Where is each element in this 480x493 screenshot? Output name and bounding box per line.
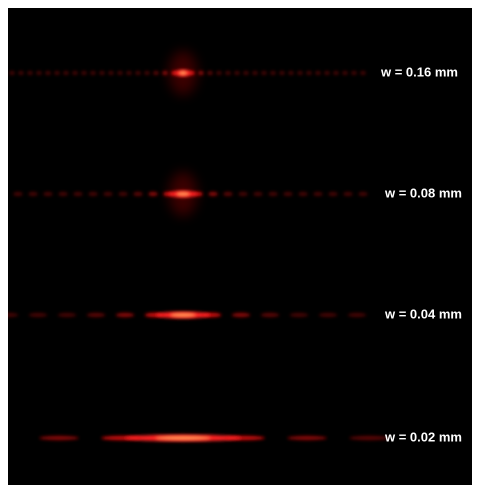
side-fringe (162, 70, 168, 76)
side-fringe (288, 70, 294, 76)
side-fringe (28, 312, 48, 318)
side-fringe (36, 70, 42, 76)
side-fringe (88, 191, 98, 197)
side-fringe (328, 191, 338, 197)
side-fringe (73, 191, 83, 197)
side-fringe (306, 70, 312, 76)
side-fringe (18, 70, 24, 76)
side-fringe (234, 70, 240, 76)
side-fringe (343, 191, 353, 197)
side-fringe (270, 70, 276, 76)
side-fringe (216, 70, 222, 76)
side-fringe (39, 435, 79, 441)
side-fringe (223, 191, 233, 197)
side-fringe (253, 191, 263, 197)
side-fringe (297, 70, 303, 76)
side-fringe (279, 70, 285, 76)
side-fringe (8, 312, 19, 318)
side-fringe (347, 312, 367, 318)
side-fringe (358, 191, 368, 197)
slit-width-label: w = 0.08 mm (384, 185, 462, 200)
side-fringe (27, 70, 33, 76)
side-fringe (349, 435, 389, 441)
side-fringe (133, 191, 143, 197)
side-fringe (225, 70, 231, 76)
side-fringe (90, 70, 96, 76)
central-core (155, 436, 211, 440)
side-fringe (99, 70, 105, 76)
side-fringe (45, 70, 51, 76)
side-fringe (72, 70, 78, 76)
slit-width-label: w = 0.02 mm (384, 429, 462, 444)
side-fringe (118, 191, 128, 197)
side-fringe (243, 70, 249, 76)
side-fringe (13, 191, 23, 197)
side-fringe (28, 191, 38, 197)
side-fringe (351, 70, 357, 76)
side-fringe (252, 70, 258, 76)
side-fringe (57, 312, 77, 318)
side-fringe (208, 191, 218, 197)
side-fringe (289, 312, 309, 318)
dark-background (8, 8, 472, 485)
side-fringe (333, 70, 339, 76)
side-fringe (283, 191, 293, 197)
side-fringe (360, 70, 366, 76)
side-fringe (81, 70, 87, 76)
side-fringe (148, 191, 158, 197)
slit-width-label: w = 0.16 mm (380, 64, 458, 79)
side-fringe (298, 191, 308, 197)
central-core (169, 313, 197, 317)
side-fringe (153, 70, 159, 76)
diffraction-patterns: w = 0.16 mm w = 0.08 mm w = 0.04 mm w = 0.0… (8, 51, 462, 444)
side-fringe (268, 191, 278, 197)
side-fringe (261, 70, 267, 76)
side-fringe (315, 70, 321, 76)
side-fringe (108, 70, 114, 76)
side-fringe (198, 70, 204, 76)
side-fringe (287, 435, 327, 441)
side-fringe (231, 312, 251, 318)
side-fringe (63, 70, 69, 76)
side-fringe (260, 312, 280, 318)
side-fringe (103, 191, 113, 197)
side-fringe (9, 70, 15, 76)
side-fringe (117, 70, 123, 76)
side-fringe (54, 70, 60, 76)
side-fringe (126, 70, 132, 76)
side-fringe (238, 191, 248, 197)
side-fringe (318, 312, 338, 318)
side-fringe (135, 70, 141, 76)
side-fringe (43, 191, 53, 197)
side-fringe (144, 70, 150, 76)
side-fringe (86, 312, 106, 318)
side-fringe (313, 191, 323, 197)
side-fringe (324, 70, 330, 76)
side-fringe (115, 312, 135, 318)
side-fringe (342, 70, 348, 76)
central-core (176, 192, 190, 196)
central-core (178, 71, 188, 75)
side-fringe (58, 191, 68, 197)
slit-width-label: w = 0.04 mm (384, 306, 462, 321)
side-fringe (207, 70, 213, 76)
